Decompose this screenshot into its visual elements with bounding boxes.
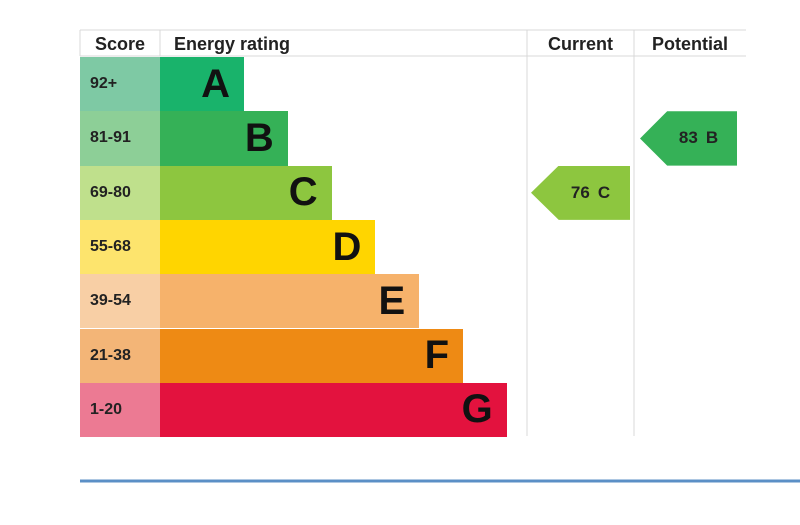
band-d: D <box>160 219 376 275</box>
band-f: F <box>160 328 463 383</box>
header-energy-rating: Energy rating <box>174 34 291 54</box>
score-range-a: 92+ <box>80 57 160 112</box>
header-current: Current <box>547 34 613 54</box>
score-range-e: 39-54 <box>80 274 160 329</box>
band-letter-e: E <box>378 278 406 323</box>
band-b: B <box>160 111 288 166</box>
potential-rating-letter: B <box>705 128 719 148</box>
score-range-b: 81-91 <box>80 111 160 166</box>
band-c: C <box>160 165 332 220</box>
band-a: A <box>160 57 244 112</box>
band-letter-g: G <box>461 387 493 432</box>
band-letter-b: B <box>244 115 274 160</box>
band-e: E <box>160 274 420 329</box>
header-score: Score <box>94 34 146 54</box>
potential-rating-value: 83 <box>678 128 698 148</box>
score-range-f: 21-38 <box>80 328 160 383</box>
current-rating-value: 76 <box>570 182 590 202</box>
score-range-d: 55-68 <box>80 219 160 275</box>
header-potential: Potential <box>651 34 728 54</box>
band-letter-f: F <box>424 333 449 378</box>
current-rating-letter: C <box>597 182 611 202</box>
band-letter-d: D <box>332 224 362 269</box>
band-g: G <box>160 382 507 438</box>
score-range-c: 69-80 <box>80 165 160 220</box>
band-letter-c: C <box>288 170 318 215</box>
score-range-g: 1-20 <box>80 382 160 438</box>
band-letter-a: A <box>201 61 230 106</box>
